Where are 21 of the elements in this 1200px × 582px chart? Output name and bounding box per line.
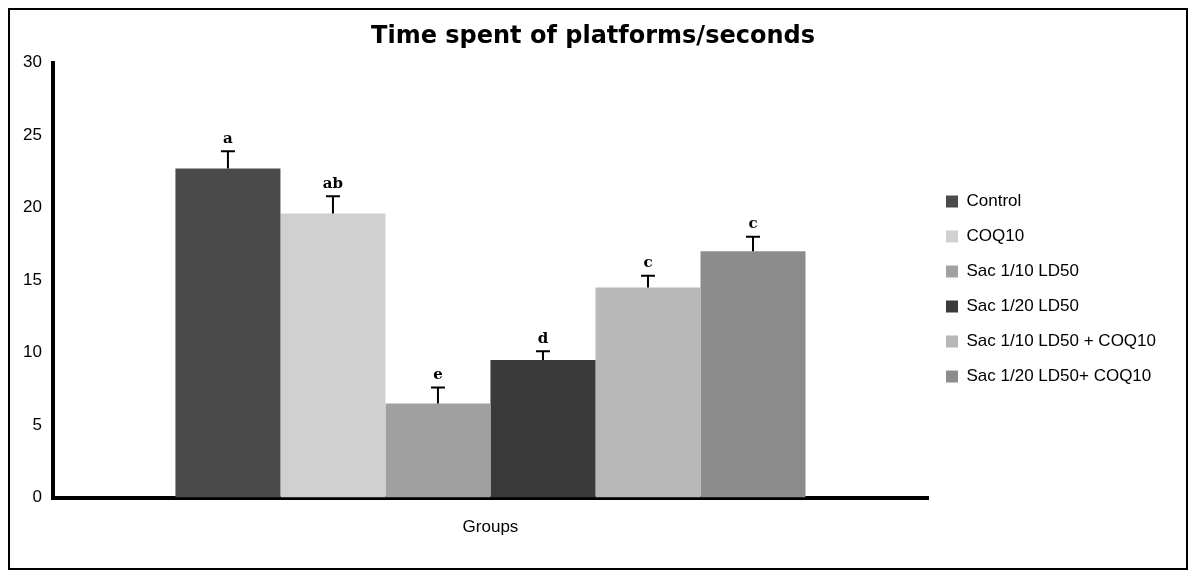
y-tick-label: 20: [22, 197, 42, 217]
x-tick-label: Groups: [462, 517, 519, 537]
legend-label: Sac 1/10 LD50 + COQ10: [966, 331, 1157, 351]
data-label: ab: [322, 173, 344, 192]
data-label: d: [537, 328, 549, 347]
data-label: c: [643, 253, 653, 272]
chart-title: Time spent of platforms/seconds: [371, 20, 815, 49]
legend-label: Sac 1/10 LD50: [966, 261, 1079, 281]
y-tick-label: 25: [22, 124, 42, 144]
legend-label: Sac 1/20 LD50: [966, 296, 1079, 316]
y-tick-label: 30: [22, 52, 42, 72]
y-tick-label: 10: [22, 342, 42, 362]
legend-label: COQ10: [966, 226, 1025, 246]
legend-label: Control: [966, 191, 1022, 211]
y-tick-label: 15: [22, 269, 42, 289]
data-label: c: [748, 214, 758, 233]
legend-label: Sac 1/20 LD50+ COQ10: [966, 366, 1152, 386]
data-label: a: [223, 128, 234, 147]
y-tick-label: 5: [32, 414, 42, 434]
data-label: e: [433, 364, 443, 383]
y-tick-label: 0: [32, 487, 42, 507]
